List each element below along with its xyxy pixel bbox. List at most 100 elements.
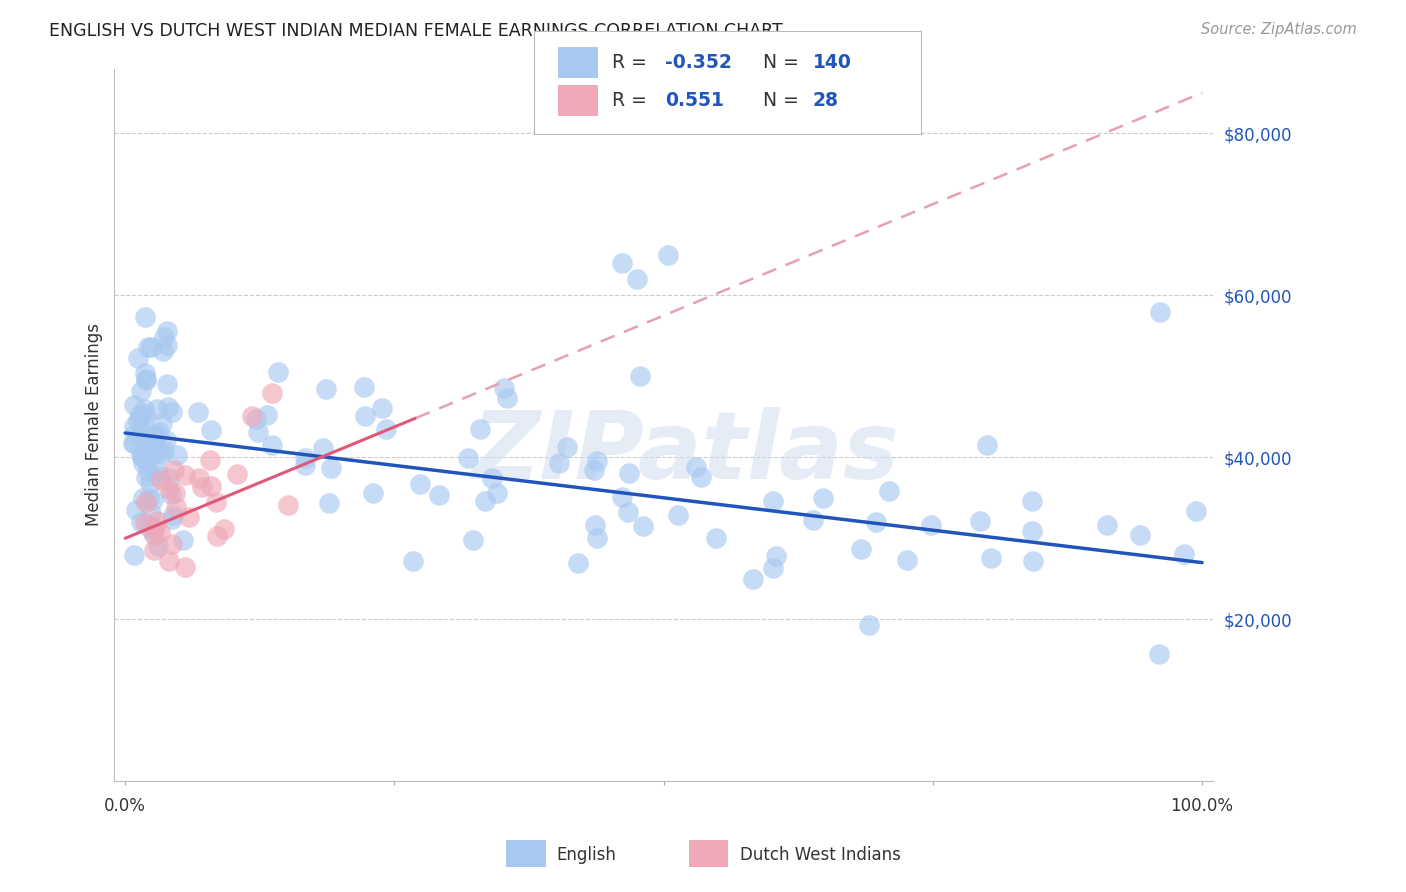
Point [761, 560, 783, 574]
Point [610, 490, 633, 504]
Point [1173, 547, 1195, 561]
Point [142, 522, 165, 536]
Point [160, 537, 183, 551]
Point [1021, 524, 1043, 538]
Point [461, 533, 484, 547]
Point [321, 461, 343, 475]
Point [801, 513, 824, 527]
Point [146, 539, 169, 553]
Point [135, 372, 157, 386]
Point [631, 519, 654, 533]
Point [143, 528, 166, 542]
Point [586, 532, 609, 546]
Point [124, 548, 146, 562]
Point [267, 365, 290, 379]
Point [262, 438, 284, 452]
Point [145, 428, 167, 442]
Point [165, 500, 187, 514]
Point [129, 408, 152, 422]
Point [157, 471, 180, 485]
Point [122, 418, 145, 433]
Point [704, 531, 727, 545]
Text: ZIPatlas: ZIPatlas [471, 408, 900, 500]
Point [177, 509, 200, 524]
Point [160, 512, 183, 526]
Point [765, 549, 787, 563]
Point [198, 452, 221, 467]
Point [858, 618, 880, 632]
Text: Source: ZipAtlas.com: Source: ZipAtlas.com [1201, 22, 1357, 37]
Point [122, 398, 145, 412]
Point [242, 409, 264, 423]
Point [353, 409, 375, 423]
Point [156, 324, 179, 338]
Point [146, 463, 169, 477]
Text: R =: R = [612, 91, 652, 110]
Point [567, 557, 589, 571]
Point [617, 505, 640, 519]
Point [1021, 494, 1043, 508]
Point [162, 508, 184, 523]
Point [152, 343, 174, 358]
Point [138, 491, 160, 505]
Point [127, 413, 149, 427]
Point [150, 473, 173, 487]
Point [152, 444, 174, 458]
Point [813, 491, 835, 505]
Point [762, 494, 785, 508]
Point [131, 450, 153, 464]
Point [1022, 554, 1045, 568]
Point [586, 454, 609, 468]
Point [139, 450, 162, 464]
Point [143, 520, 166, 534]
Point [849, 541, 872, 556]
Text: 140: 140 [813, 54, 852, 72]
Point [134, 446, 156, 460]
Point [260, 385, 283, 400]
Point [547, 456, 569, 470]
Point [374, 422, 396, 436]
Point [134, 310, 156, 325]
Point [200, 478, 222, 492]
Point [162, 405, 184, 419]
Point [277, 498, 299, 512]
Point [163, 463, 186, 477]
Point [150, 447, 173, 461]
Point [135, 453, 157, 467]
Point [157, 400, 180, 414]
Point [148, 442, 170, 457]
Point [666, 508, 689, 523]
Point [135, 495, 157, 509]
Point [657, 248, 679, 262]
Point [204, 495, 226, 509]
Point [148, 425, 170, 439]
Point [134, 366, 156, 380]
Point [172, 533, 194, 548]
Text: -0.352: -0.352 [665, 54, 733, 72]
Point [474, 494, 496, 508]
Point [187, 405, 209, 419]
Point [127, 351, 149, 365]
Point [318, 496, 340, 510]
Point [628, 369, 651, 384]
Point [200, 423, 222, 437]
Point [134, 470, 156, 484]
Point [969, 514, 991, 528]
Point [225, 467, 247, 481]
Point [457, 451, 479, 466]
Point [129, 421, 152, 435]
Point [555, 441, 578, 455]
Point [129, 515, 152, 529]
Point [134, 407, 156, 421]
Point [132, 401, 155, 416]
Point [150, 416, 173, 430]
Point [486, 485, 509, 500]
Point [157, 554, 180, 568]
Point [1097, 518, 1119, 533]
Point [153, 330, 176, 344]
Point [139, 340, 162, 354]
Point [741, 572, 763, 586]
Point [143, 436, 166, 450]
Point [157, 483, 180, 497]
Point [163, 486, 186, 500]
